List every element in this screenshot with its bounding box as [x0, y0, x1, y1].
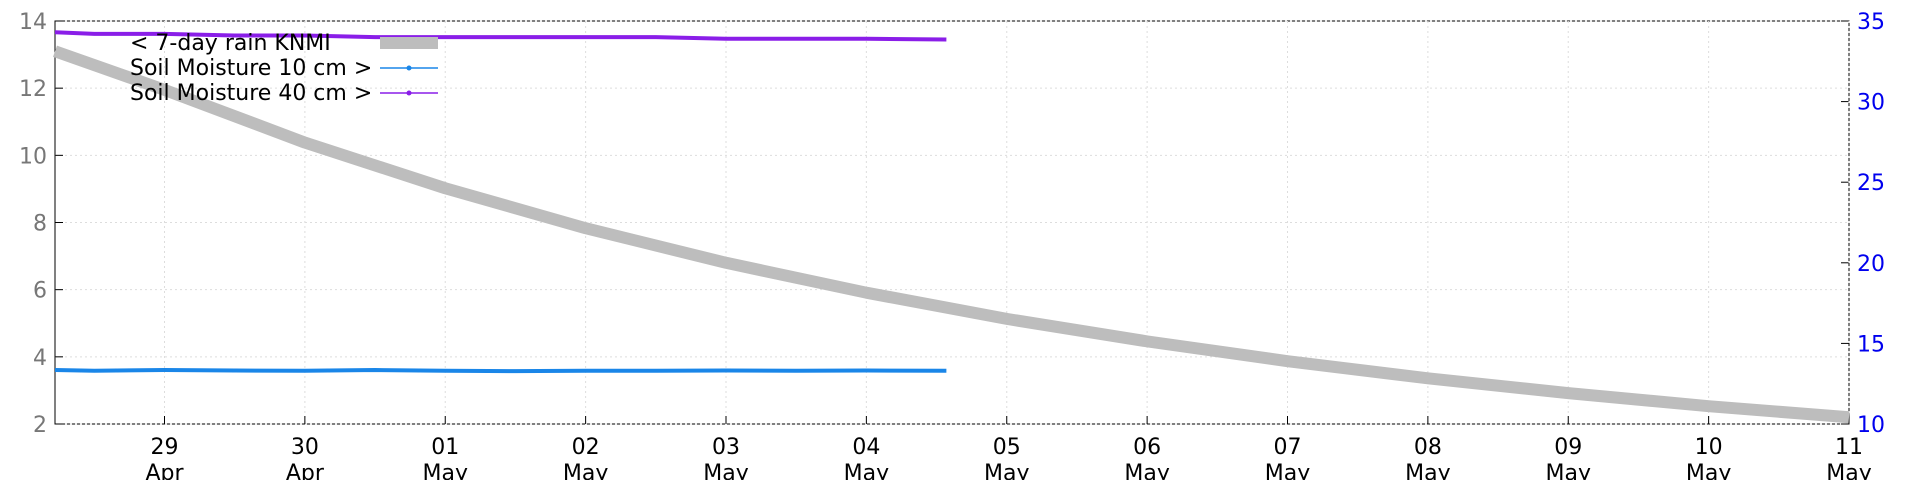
x-tick-label: 07 May: [1265, 435, 1310, 480]
x-tick-label: 09 May: [1546, 435, 1591, 480]
y2-tick-label: 35: [1857, 10, 1885, 35]
legend-marker: [406, 65, 412, 71]
x-tick-label: 11 May: [1826, 435, 1871, 480]
x-tick-label: 30 Apr: [286, 435, 325, 480]
x-tick-label: 06 May: [1124, 435, 1169, 480]
y-tick-label: 8: [33, 212, 47, 237]
y2-tick-label: 20: [1857, 252, 1885, 277]
legend-marker: [406, 90, 412, 96]
y-tick-label: 4: [33, 346, 47, 371]
y2-tick-label: 30: [1857, 91, 1885, 116]
y-tick-label: 6: [33, 279, 47, 304]
legend-label: Soil Moisture 10 cm >: [130, 56, 372, 81]
x-tick-label: 10 May: [1686, 435, 1731, 480]
y2-tick-label: 25: [1857, 171, 1885, 196]
legend-label: Soil Moisture 40 cm >: [130, 81, 372, 106]
y2-tick-label: 10: [1857, 413, 1885, 438]
x-tick-label: 05 May: [984, 435, 1029, 480]
x-tick-label: 02 May: [563, 435, 608, 480]
series-line: [53, 45, 1850, 424]
x-tick-label: 08 May: [1405, 435, 1450, 480]
series-line: [54, 367, 947, 374]
y-tick-label: 12: [19, 77, 47, 102]
y-tick-label: 2: [33, 413, 47, 438]
series-line: [54, 30, 947, 42]
y-tick-label: 10: [19, 144, 47, 169]
y2-tick-label: 15: [1857, 332, 1885, 357]
x-tick-label: 04 May: [844, 435, 889, 480]
x-tick-label: 01 May: [423, 435, 468, 480]
y-tick-label: 14: [19, 10, 47, 35]
x-tick-label: 29 Apr: [145, 435, 184, 480]
x-tick-label: 03 May: [703, 435, 748, 480]
legend-label: < 7-day rain KNMI: [130, 31, 331, 56]
